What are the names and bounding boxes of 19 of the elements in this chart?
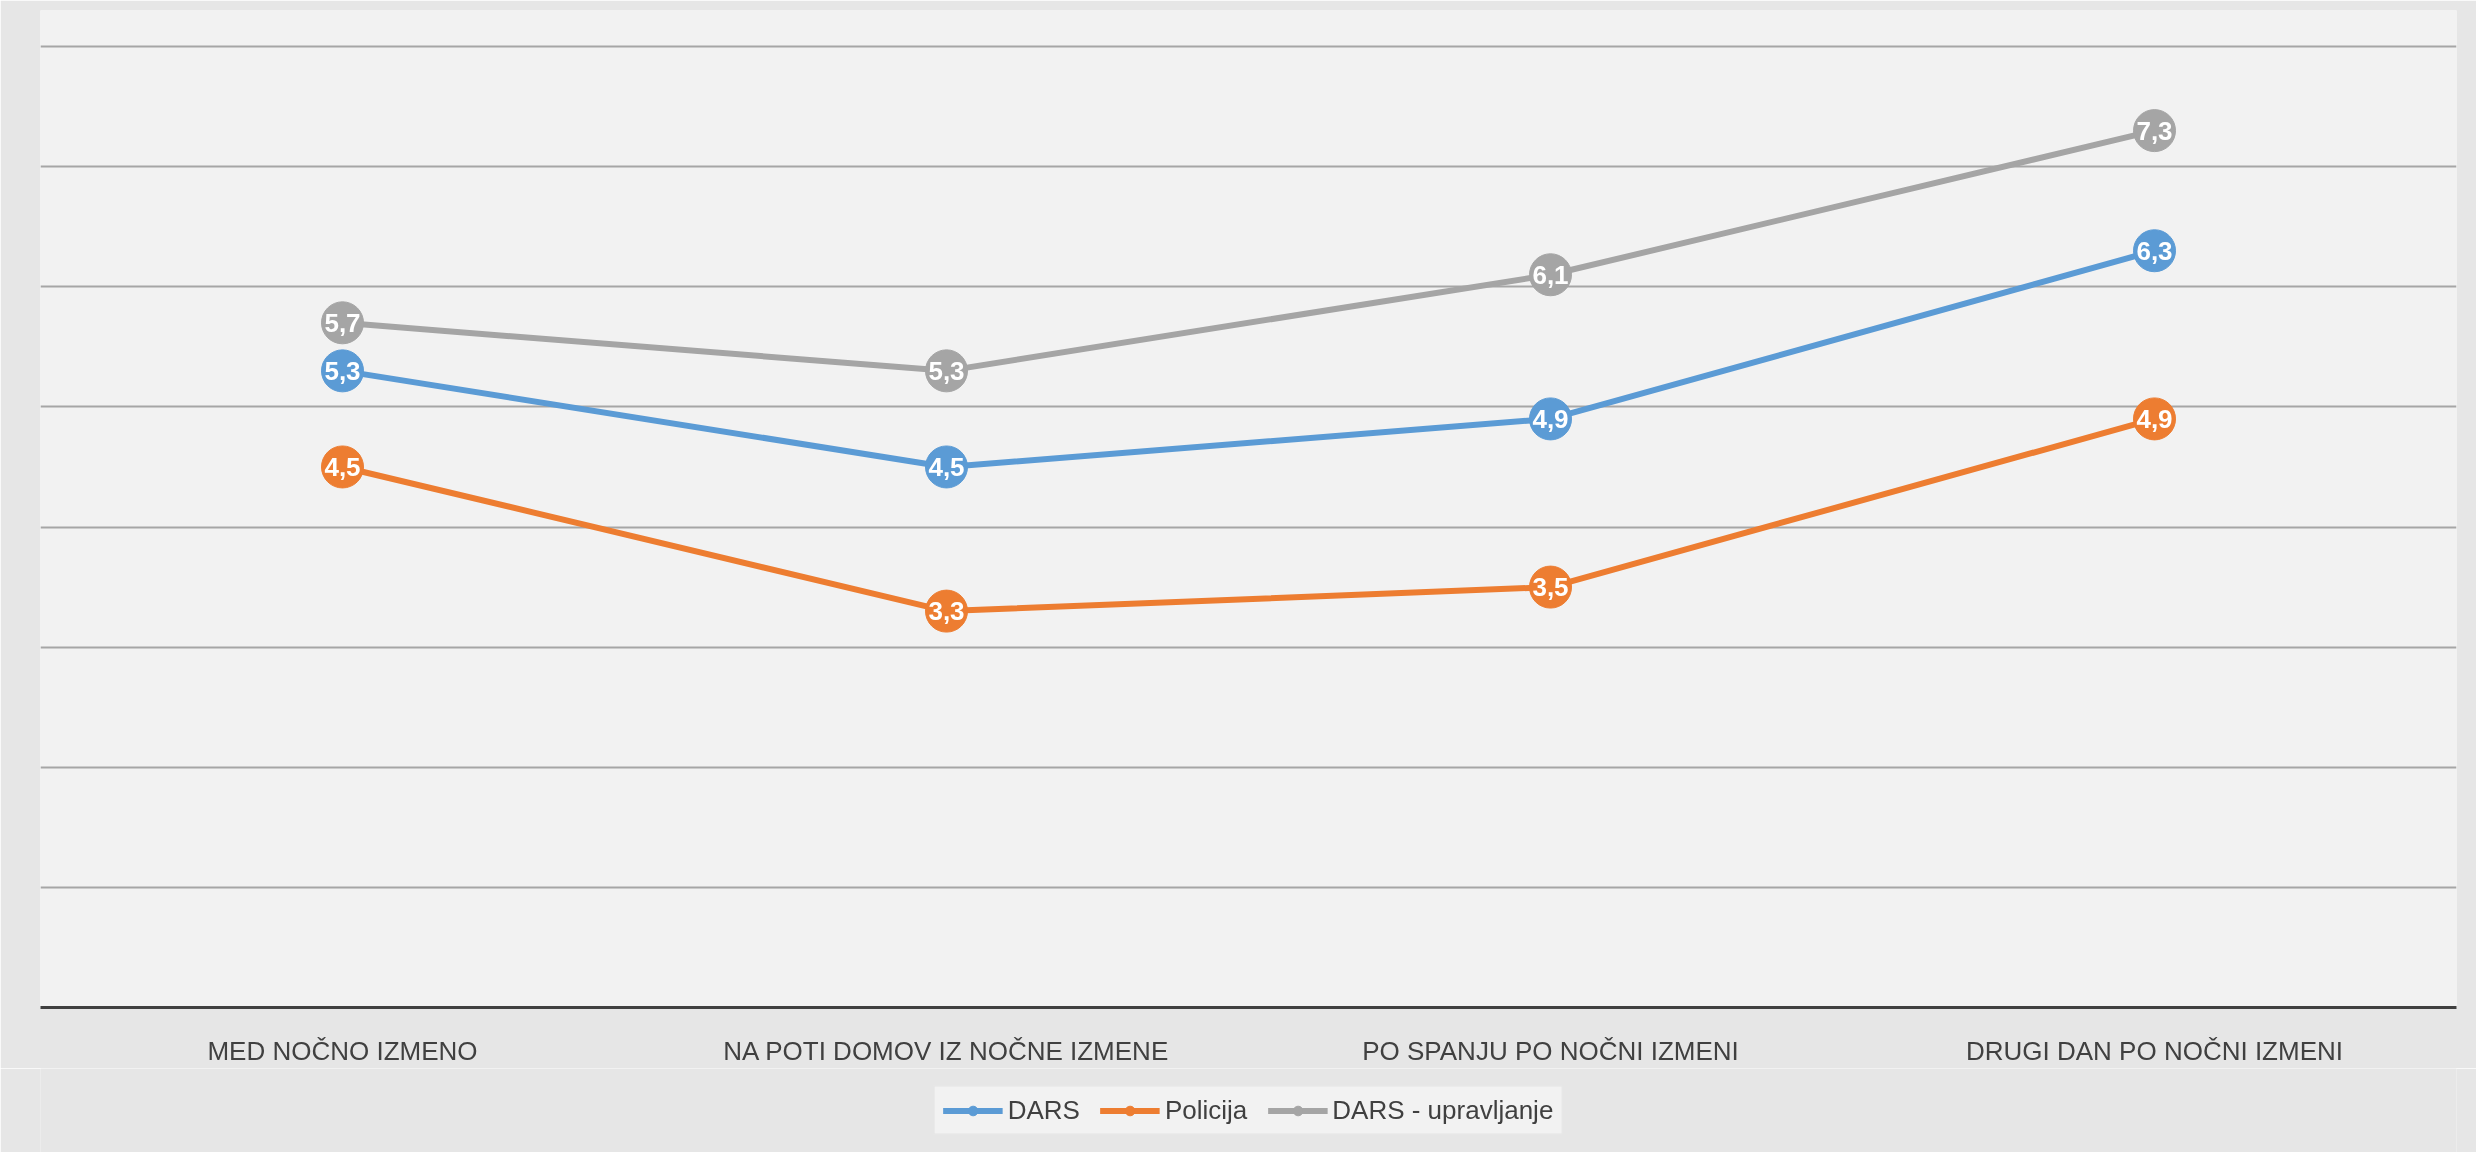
- data-label: 7,3: [2136, 115, 2173, 146]
- data-label: 3,5: [1532, 572, 1569, 603]
- legend-label: Policija: [1164, 1094, 1248, 1126]
- x-tick-label: DRUGI DAN PO NOČNI IZMENI: [1965, 1035, 2344, 1066]
- data-label: 4,9: [1532, 403, 1569, 434]
- x-tick-label: MED NOČNO IZMENO: [207, 1035, 478, 1066]
- data-label: 6,3: [2136, 235, 2173, 266]
- data-label: 3,3: [928, 596, 965, 627]
- x-tick-label: NA POTI DOMOV IZ NOČNE IZMENE: [723, 1035, 1169, 1066]
- data-label: 4,9: [2136, 403, 2173, 434]
- data-label: 5,7: [324, 307, 361, 338]
- data-label: 5,3: [324, 355, 361, 386]
- data-label: 4,5: [324, 451, 361, 482]
- data-label: 5,3: [928, 355, 965, 386]
- legend-label: DARS - upravljanje: [1332, 1094, 1554, 1126]
- legend-label: DARS: [1007, 1094, 1080, 1126]
- x-tick-label: PO SPANJU PO NOČNI IZMENI: [1362, 1035, 1739, 1066]
- data-label: 4,5: [928, 451, 965, 482]
- data-label: 6,1: [1532, 259, 1569, 290]
